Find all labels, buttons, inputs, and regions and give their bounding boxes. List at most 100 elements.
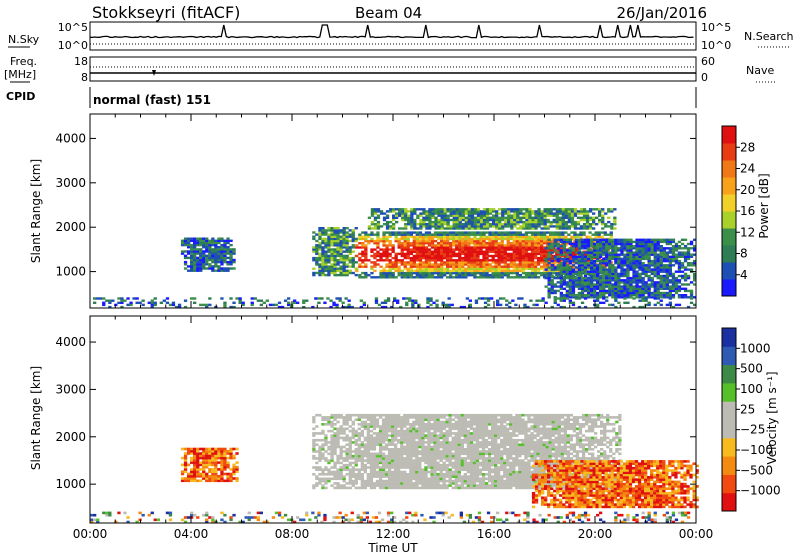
power-cell bbox=[464, 248, 468, 251]
velocity-cell bbox=[372, 484, 377, 487]
power-cell bbox=[336, 248, 340, 251]
power-cell bbox=[647, 276, 651, 280]
power-cell bbox=[196, 260, 200, 264]
power-cell bbox=[602, 294, 606, 297]
power-cell bbox=[491, 231, 495, 234]
power-cell bbox=[415, 248, 419, 251]
power-cell bbox=[608, 262, 612, 265]
power-cell bbox=[596, 281, 600, 284]
power-cell bbox=[488, 274, 492, 277]
power-cell bbox=[638, 253, 642, 256]
power-cell bbox=[565, 251, 569, 254]
power-cell bbox=[586, 262, 591, 265]
power-cell bbox=[440, 274, 444, 277]
power-cell bbox=[499, 303, 503, 307]
power-cell bbox=[397, 261, 401, 264]
power-cell bbox=[120, 301, 124, 304]
power-cell bbox=[583, 264, 588, 267]
power-cell bbox=[509, 252, 513, 256]
power-cell bbox=[318, 248, 322, 251]
velocity-cell bbox=[378, 441, 383, 444]
power-cell bbox=[382, 252, 386, 256]
velocity-cell bbox=[375, 479, 380, 483]
power-cell bbox=[644, 287, 648, 290]
power-cell bbox=[556, 245, 560, 248]
velocity-cell bbox=[357, 438, 361, 442]
power-cell bbox=[558, 227, 562, 230]
power-cell bbox=[443, 220, 447, 224]
velocity-cell bbox=[196, 459, 200, 462]
power-cell bbox=[603, 231, 607, 234]
velocity-cell bbox=[187, 472, 191, 476]
power-cell bbox=[591, 233, 595, 236]
power-cell bbox=[567, 208, 571, 211]
power-cell bbox=[592, 216, 596, 219]
power-cell bbox=[455, 239, 459, 243]
power-cell bbox=[596, 253, 600, 256]
power-cell bbox=[458, 237, 462, 241]
power-cell bbox=[436, 235, 441, 238]
power-cell bbox=[602, 238, 606, 241]
velocity-cell bbox=[211, 468, 215, 471]
power-cell bbox=[599, 238, 603, 241]
velocity-cell bbox=[315, 443, 319, 446]
power-cell bbox=[422, 210, 426, 213]
velocity-cell bbox=[360, 450, 364, 453]
power-cell bbox=[370, 265, 374, 268]
power-cell bbox=[479, 212, 484, 215]
power-cell bbox=[183, 299, 188, 302]
power-cell bbox=[507, 223, 511, 226]
power-cell bbox=[461, 235, 465, 238]
power-cell bbox=[342, 254, 346, 258]
power-cell bbox=[171, 301, 176, 304]
power-cell bbox=[376, 254, 380, 258]
power-cell bbox=[370, 233, 374, 236]
power-cell bbox=[656, 266, 660, 269]
power-cell bbox=[641, 285, 645, 288]
power-cell bbox=[126, 303, 130, 307]
velocity-cell bbox=[348, 479, 352, 483]
power-cell bbox=[485, 252, 489, 256]
power-cell bbox=[312, 231, 316, 234]
velocity-cell bbox=[348, 448, 352, 451]
power-cell bbox=[623, 255, 627, 258]
power-cell bbox=[686, 253, 691, 256]
power-cell bbox=[437, 220, 441, 224]
power-cell bbox=[553, 238, 557, 241]
power-cell bbox=[558, 231, 562, 234]
power-cell bbox=[635, 245, 639, 248]
power-cell bbox=[611, 272, 615, 276]
power-cell bbox=[315, 256, 319, 260]
power-cell bbox=[571, 291, 576, 295]
power-cell bbox=[547, 276, 551, 280]
power-cell bbox=[588, 216, 593, 219]
velocity-cell bbox=[369, 477, 374, 481]
power-cell bbox=[376, 250, 380, 253]
power-cell bbox=[529, 299, 533, 302]
power-cell bbox=[536, 256, 541, 260]
velocity-cell bbox=[226, 452, 230, 455]
power-cell bbox=[540, 248, 544, 251]
power-cell bbox=[370, 220, 375, 224]
power-cell bbox=[632, 255, 636, 258]
power-cell bbox=[403, 267, 407, 270]
power-cell bbox=[531, 227, 535, 230]
power-cell bbox=[461, 227, 465, 230]
power-cell bbox=[629, 255, 633, 258]
power-cell bbox=[553, 249, 557, 252]
power-cell bbox=[580, 253, 585, 256]
power-cell bbox=[437, 210, 441, 213]
velocity-cell bbox=[357, 413, 361, 417]
power-cell bbox=[677, 281, 682, 284]
power-cell bbox=[556, 285, 560, 288]
power-cell bbox=[547, 291, 551, 295]
velocity-cell bbox=[180, 463, 185, 467]
power-cell bbox=[565, 249, 569, 252]
power-cell bbox=[524, 246, 529, 249]
power-cell bbox=[183, 241, 188, 245]
power-cell bbox=[647, 264, 651, 267]
power-cell bbox=[559, 266, 563, 269]
power-cell bbox=[510, 218, 514, 222]
velocity-cell bbox=[336, 434, 340, 437]
velocity-cell bbox=[366, 457, 370, 460]
